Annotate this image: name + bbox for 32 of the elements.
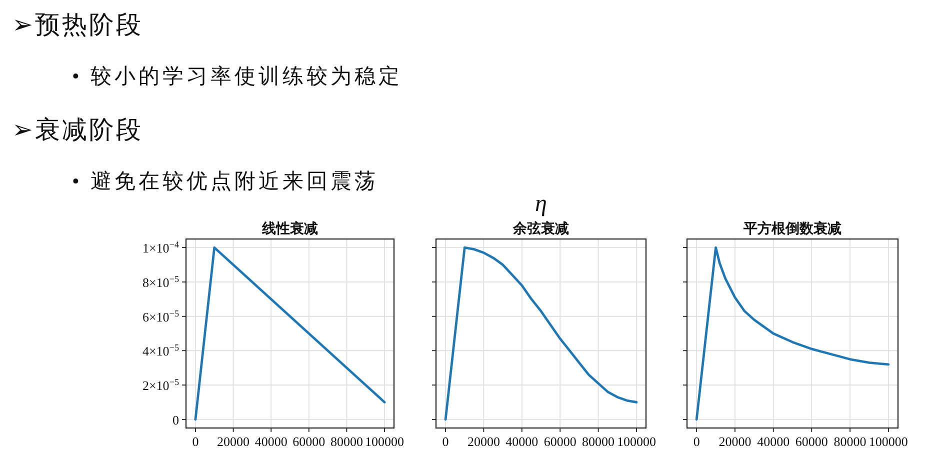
x-tick-label: 60000 (292, 434, 326, 449)
x-tick-label: 60000 (795, 434, 828, 449)
x-tick-label: 100000 (365, 434, 404, 449)
x-tick-label: 100000 (868, 434, 908, 449)
y-tick-label: 0 (172, 412, 179, 428)
text: ➢预热阶段 (12, 12, 143, 39)
text: • 避免在较优点附近来回震荡 (72, 169, 379, 193)
y-tick-label: 8×10$^{−5}$ (142, 274, 180, 290)
x-tick-label: 0 (192, 434, 199, 449)
x-tick-label: 40000 (757, 434, 790, 449)
chart-title: 线性衰减 (261, 220, 318, 237)
y-tick-label: 1×10$^{−4}$ (142, 240, 180, 256)
x-tick-label: 40000 (254, 434, 288, 449)
text: ➢衰减阶段 (12, 116, 143, 144)
x-tick-label: 100000 (616, 434, 656, 449)
x-tick-label: 80000 (582, 434, 615, 449)
chart-title: 平方根倒数衰减 (742, 220, 842, 237)
x-tick-label: 80000 (834, 434, 866, 449)
x-tick-label: 20000 (467, 434, 500, 449)
chart-title: 余弦衰减 (512, 220, 569, 237)
x-tick-label: 0 (693, 434, 700, 449)
text: • 较小的学习率使训练较为稳定 (72, 64, 403, 88)
x-tick-label: 0 (442, 434, 449, 449)
x-tick-label: 40000 (506, 434, 538, 449)
x-tick-label: 20000 (718, 434, 752, 449)
text: η (535, 191, 547, 217)
y-tick-label: 4×10$^{−5}$ (142, 342, 180, 359)
x-tick-label: 60000 (544, 434, 576, 449)
y-tick-label: 6×10$^{−5}$ (142, 308, 180, 324)
y-tick-label: 2×10$^{−5}$ (142, 377, 180, 394)
x-tick-label: 20000 (217, 434, 250, 449)
x-tick-label: 80000 (330, 434, 363, 449)
